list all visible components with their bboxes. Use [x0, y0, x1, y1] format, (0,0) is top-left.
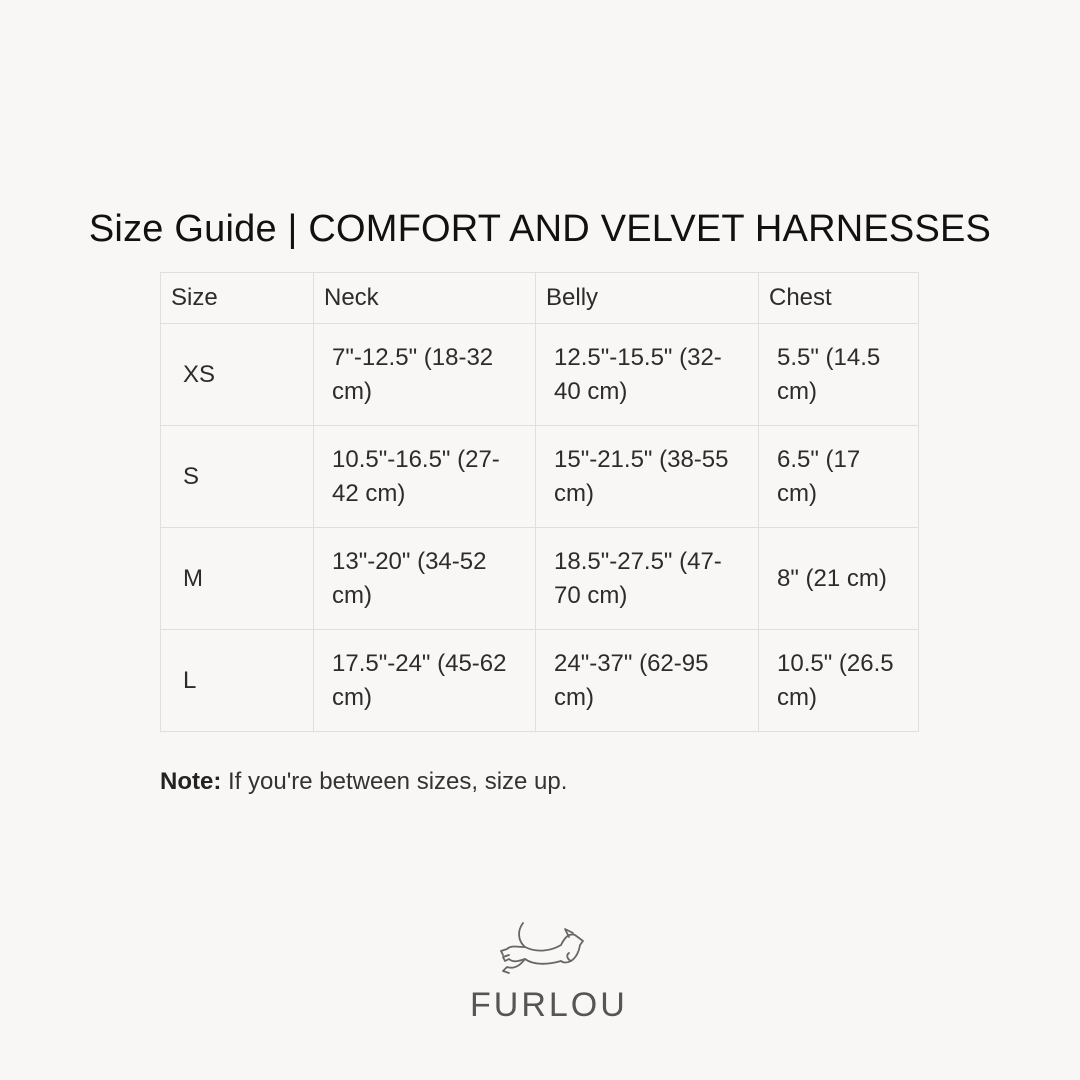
cell-chest: 5.5" (14.5 cm) [758, 323, 919, 426]
cell-chest: 6.5" (17 cm) [758, 425, 919, 528]
note-text: If you're between sizes, size up. [221, 768, 568, 795]
size-table: Size Neck Belly Chest XS 7"-12.5" (18-32… [160, 272, 919, 732]
cell-belly: 24"-37" (62-95 cm) [535, 629, 759, 732]
brand-logo: FURLOU [470, 915, 628, 1025]
cell-belly: 18.5"-27.5" (47-70 cm) [535, 527, 759, 630]
cell-belly: 12.5"-15.5" (32-40 cm) [535, 323, 759, 426]
table-row: S 10.5"-16.5" (27-42 cm) 15"-21.5" (38-5… [160, 425, 919, 528]
cell-neck: 7"-12.5" (18-32 cm) [313, 323, 536, 426]
cell-neck: 17.5"-24" (45-62 cm) [313, 629, 536, 732]
cell-size: L [160, 629, 314, 732]
running-dog-icon [500, 922, 584, 974]
cell-size: M [160, 527, 314, 630]
table-header-row: Size Neck Belly Chest [160, 272, 919, 324]
cell-neck: 13"-20" (34-52 cm) [313, 527, 536, 630]
table-row: XS 7"-12.5" (18-32 cm) 12.5"-15.5" (32-4… [160, 323, 919, 426]
cell-neck: 10.5"-16.5" (27-42 cm) [313, 425, 536, 528]
header-belly: Belly [535, 272, 759, 324]
header-size: Size [160, 272, 314, 324]
cell-size: S [160, 425, 314, 528]
cell-chest: 10.5" (26.5 cm) [758, 629, 919, 732]
header-chest: Chest [758, 272, 919, 324]
note-label: Note: [160, 768, 222, 795]
cell-belly: 15"-21.5" (38-55 cm) [535, 425, 759, 528]
size-note: Note: If you're between sizes, size up. [160, 768, 567, 796]
cell-size: XS [160, 323, 314, 426]
header-neck: Neck [313, 272, 536, 324]
page-title: Size Guide | COMFORT AND VELVET HARNESSE… [88, 208, 992, 250]
brand-name: FURLOU [470, 986, 628, 1024]
table-row: M 13"-20" (34-52 cm) 18.5"-27.5" (47-70 … [160, 527, 919, 630]
table-row: L 17.5"-24" (45-62 cm) 24"-37" (62-95 cm… [160, 629, 919, 732]
cell-chest: 8" (21 cm) [758, 527, 919, 630]
